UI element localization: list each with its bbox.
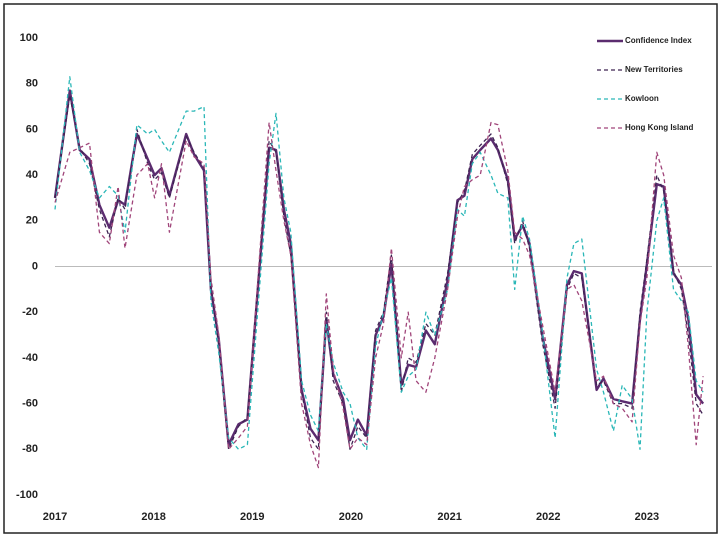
legend-label: Hong Kong Island bbox=[625, 123, 694, 132]
x-tick-label: 2023 bbox=[635, 511, 659, 523]
x-tick-label: 2019 bbox=[240, 511, 264, 523]
y-tick-label: 0 bbox=[32, 260, 38, 272]
series-line bbox=[54, 94, 704, 450]
y-tick-label: -40 bbox=[22, 352, 38, 364]
x-tick-label: 2018 bbox=[141, 511, 165, 523]
y-tick-label: -20 bbox=[22, 306, 38, 318]
x-tick-label: 2020 bbox=[339, 511, 363, 523]
y-tick-label: -100 bbox=[16, 489, 38, 501]
x-tick-label: 2017 bbox=[43, 511, 67, 523]
y-tick-label: 100 bbox=[20, 32, 38, 44]
legend-label: New Territories bbox=[625, 65, 683, 74]
x-tick-label: 2021 bbox=[437, 511, 461, 523]
y-tick-label: 40 bbox=[26, 169, 38, 181]
frame bbox=[3, 3, 718, 534]
x-tick-label: 2022 bbox=[536, 511, 560, 523]
y-tick-label: -80 bbox=[22, 443, 38, 455]
legend-label: Kowloon bbox=[625, 94, 659, 103]
series-line bbox=[54, 121, 704, 469]
y-tick-label: 80 bbox=[26, 78, 38, 90]
y-tick-label: 60 bbox=[26, 123, 38, 135]
legend-label: Confidence Index bbox=[625, 36, 692, 45]
series-line bbox=[54, 76, 704, 450]
y-tick-label: -60 bbox=[22, 398, 38, 410]
y-tick-label: 20 bbox=[26, 215, 38, 227]
